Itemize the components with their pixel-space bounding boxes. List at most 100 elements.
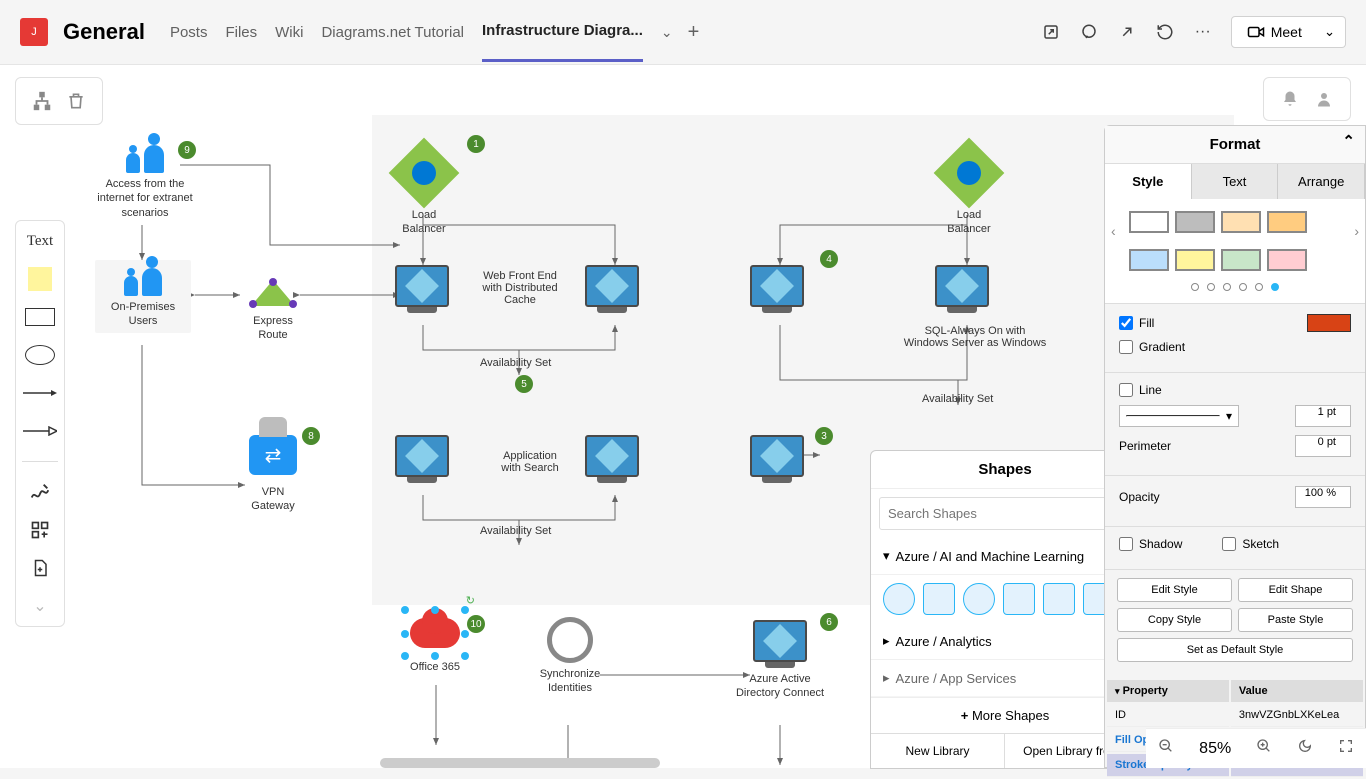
node-onprem-users[interactable]: On-Premises Users: [95, 260, 191, 333]
shapes-category-analytics[interactable]: ▸Azure / Analytics: [871, 623, 1139, 660]
shapes-panel-title: Shapes: [871, 451, 1139, 489]
color-swatch[interactable]: [1175, 249, 1215, 271]
page-dot[interactable]: [1207, 283, 1215, 291]
badge-1: 1: [467, 135, 485, 153]
sketch-label: Sketch: [1242, 537, 1279, 551]
format-panel: Format⌃ Style Text Arrange ‹ ›: [1104, 125, 1366, 768]
node-vm-win[interactable]: [750, 435, 804, 477]
zoom-level[interactable]: 85%: [1199, 740, 1231, 758]
node-vm-sql-2[interactable]: [935, 265, 989, 307]
shapes-search-input[interactable]: [879, 497, 1131, 530]
node-office-365[interactable]: ↻ Office 365: [400, 610, 470, 674]
expand-icon[interactable]: [1117, 22, 1137, 42]
line-checkbox[interactable]: [1119, 383, 1133, 397]
color-swatch[interactable]: [1221, 211, 1261, 233]
collapse-icon[interactable]: ⌃: [1342, 132, 1355, 150]
format-tab-text[interactable]: Text: [1192, 164, 1279, 199]
prop-row-id[interactable]: ID3nwVZGnbLXKeLea: [1107, 704, 1363, 727]
page-dot[interactable]: [1191, 283, 1199, 291]
zoom-out-icon[interactable]: [1158, 738, 1174, 759]
fullscreen-icon[interactable]: [1338, 738, 1354, 759]
page-dot[interactable]: [1255, 283, 1263, 291]
node-load-balancer-1[interactable]: Load Balancer: [390, 140, 458, 237]
effects-section: Shadow Sketch: [1105, 526, 1365, 569]
opacity-input[interactable]: 100 %: [1295, 486, 1351, 508]
format-tab-style[interactable]: Style: [1105, 164, 1192, 199]
shapes-category-app[interactable]: ▸Azure / App Services: [871, 660, 1139, 697]
node-sync-identities[interactable]: Synchronize Identities: [535, 617, 605, 696]
dark-mode-icon[interactable]: [1297, 738, 1313, 759]
badge-5: 5: [515, 375, 533, 393]
node-load-balancer-2[interactable]: Load Balancer: [935, 140, 1003, 237]
node-express-route[interactable]: Express Route: [243, 280, 303, 343]
format-tab-arrange[interactable]: Arrange: [1278, 164, 1365, 199]
perimeter-input[interactable]: 0 pt: [1295, 435, 1351, 457]
edit-style-button[interactable]: Edit Style: [1117, 578, 1232, 602]
node-vm-sql-1[interactable]: [750, 265, 804, 307]
team-avatar[interactable]: J: [20, 18, 48, 46]
more-shapes-button[interactable]: + More Shapes: [871, 697, 1139, 733]
fill-section: Fill Gradient: [1105, 303, 1365, 372]
node-aad-connect[interactable]: Azure Active Directory Connect: [725, 620, 835, 701]
badge-9: 9: [178, 141, 196, 159]
swatch-pagination: [1105, 279, 1365, 299]
tab-posts[interactable]: Posts: [170, 4, 208, 61]
shape-stencil-icon[interactable]: [963, 583, 995, 615]
node-label: Express Route: [243, 314, 303, 343]
color-swatch[interactable]: [1267, 249, 1307, 271]
color-swatch[interactable]: [1221, 249, 1261, 271]
fill-checkbox[interactable]: [1119, 316, 1133, 330]
node-label: Load Balancer: [935, 208, 1003, 237]
sketch-checkbox[interactable]: [1222, 537, 1236, 551]
node-vm-app-1[interactable]: [395, 435, 449, 477]
copy-style-button[interactable]: Copy Style: [1117, 608, 1232, 632]
node-vpn-gateway[interactable]: ⇄ VPN Gateway: [243, 435, 303, 514]
color-swatch[interactable]: [1175, 211, 1215, 233]
page-dot[interactable]: [1223, 283, 1231, 291]
default-style-button[interactable]: Set as Default Style: [1117, 638, 1353, 662]
zoom-in-icon[interactable]: [1256, 738, 1272, 759]
popout-icon[interactable]: [1041, 22, 1061, 42]
shapes-category-ai[interactable]: ▾Azure / AI and Machine Learning: [871, 538, 1139, 575]
color-swatch[interactable]: [1267, 211, 1307, 233]
swatch-next-icon[interactable]: ›: [1354, 223, 1359, 239]
gradient-checkbox[interactable]: [1119, 340, 1133, 354]
page-dot[interactable]: [1239, 283, 1247, 291]
top-nav: J General Posts Files Wiki Diagrams.net …: [0, 0, 1366, 65]
horizontal-scrollbar[interactable]: [380, 758, 660, 768]
tab-wiki[interactable]: Wiki: [275, 4, 303, 61]
shape-stencil-icon[interactable]: [1003, 583, 1035, 615]
label-avset-1: Availability Set: [480, 357, 551, 369]
fill-color-swatch[interactable]: [1307, 314, 1351, 332]
more-icon[interactable]: ···: [1193, 22, 1213, 42]
tab-diagrams-tutorial[interactable]: Diagrams.net Tutorial: [321, 4, 464, 61]
shape-stencil-icon[interactable]: [923, 583, 955, 615]
node-vm-app-2[interactable]: [585, 435, 639, 477]
badge-10: 10: [467, 615, 485, 633]
node-label: Azure Active Directory Connect: [725, 672, 835, 701]
props-header-value: Value: [1231, 680, 1363, 702]
node-vm-webfe-1[interactable]: [395, 265, 449, 307]
shape-stencil-icon[interactable]: [883, 583, 915, 615]
node-vm-webfe-2[interactable]: [585, 265, 639, 307]
line-width-input[interactable]: 1 pt: [1295, 405, 1351, 427]
tab-files[interactable]: Files: [225, 4, 257, 61]
tab-infrastructure-diagram[interactable]: Infrastructure Diagra...: [482, 2, 643, 62]
meet-button[interactable]: Meet: [1231, 16, 1318, 48]
add-tab-button[interactable]: +: [688, 21, 700, 44]
line-style-select[interactable]: ▾: [1119, 405, 1239, 427]
color-swatch[interactable]: [1129, 211, 1169, 233]
shadow-checkbox[interactable]: [1119, 537, 1133, 551]
tab-chevron-icon[interactable]: ⌄: [661, 24, 673, 41]
color-swatch[interactable]: [1129, 249, 1169, 271]
meet-chevron-button[interactable]: ⌄: [1314, 16, 1346, 48]
paste-style-button[interactable]: Paste Style: [1238, 608, 1353, 632]
chat-icon[interactable]: [1079, 22, 1099, 42]
shape-stencil-icon[interactable]: [1043, 583, 1075, 615]
refresh-icon[interactable]: [1155, 22, 1175, 42]
line-section: Line ▾ 1 pt Perimeter 0 pt: [1105, 372, 1365, 475]
edit-shape-button[interactable]: Edit Shape: [1238, 578, 1353, 602]
channel-name[interactable]: General: [63, 19, 145, 45]
page-dot[interactable]: [1271, 283, 1279, 291]
new-library-button[interactable]: New Library: [871, 734, 1005, 768]
